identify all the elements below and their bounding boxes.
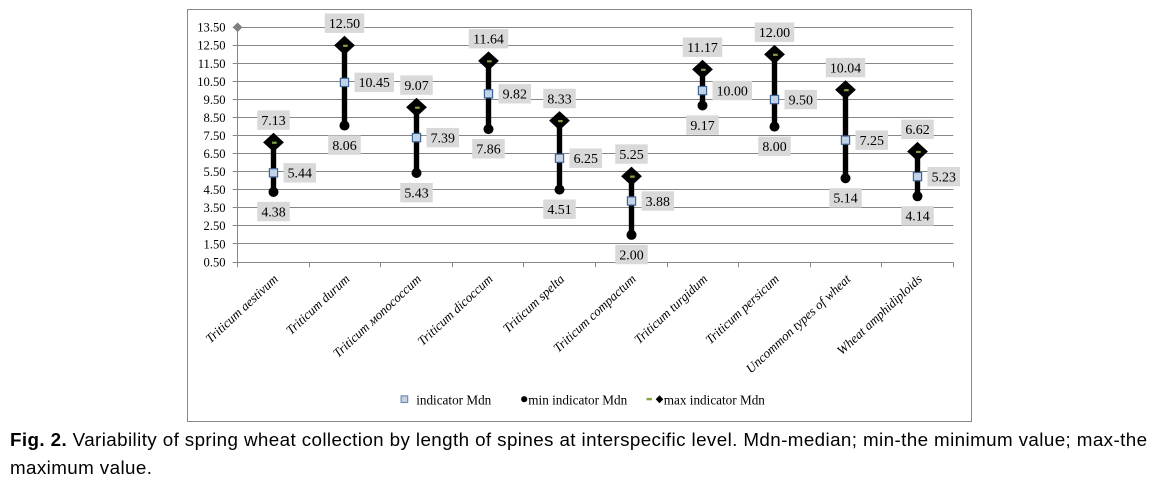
svg-text:4.14: 4.14 (905, 210, 929, 225)
svg-text:6.25: 6.25 (574, 152, 598, 167)
svg-text:9.17: 9.17 (690, 119, 714, 134)
svg-text:5.43: 5.43 (404, 186, 428, 201)
svg-text:7.25: 7.25 (860, 134, 884, 149)
svg-text:11.64: 11.64 (473, 33, 504, 48)
svg-text:9.07: 9.07 (404, 79, 428, 94)
svg-text:4.38: 4.38 (261, 205, 285, 220)
svg-text:2.50: 2.50 (204, 219, 226, 233)
svg-text:9.50: 9.50 (789, 93, 813, 108)
svg-text:indicator Mdn: indicator Mdn (416, 392, 491, 407)
svg-text:9.50: 9.50 (204, 93, 226, 107)
svg-text:5.50: 5.50 (204, 165, 226, 179)
svg-text:12.00: 12.00 (759, 26, 790, 41)
svg-text:3.50: 3.50 (204, 201, 226, 215)
svg-text:5.14: 5.14 (833, 192, 857, 207)
svg-text:5.25: 5.25 (619, 148, 643, 163)
svg-text:0.50: 0.50 (204, 255, 226, 269)
svg-text:10.04: 10.04 (830, 61, 861, 76)
svg-text:4.50: 4.50 (204, 183, 226, 197)
svg-text:13.50: 13.50 (197, 21, 225, 35)
svg-text:5.23: 5.23 (932, 170, 956, 185)
svg-text:2.00: 2.00 (619, 248, 643, 263)
svg-text:10.50: 10.50 (197, 75, 225, 89)
svg-text:6.62: 6.62 (905, 123, 929, 138)
svg-text:12.50: 12.50 (197, 39, 225, 53)
svg-text:8.06: 8.06 (332, 139, 356, 154)
svg-text:8.50: 8.50 (204, 111, 226, 125)
svg-text:11.17: 11.17 (687, 41, 718, 56)
svg-text:8.00: 8.00 (762, 140, 786, 155)
svg-text:7.39: 7.39 (431, 131, 455, 146)
svg-text:1.50: 1.50 (204, 237, 226, 251)
svg-text:4.51: 4.51 (547, 203, 571, 218)
svg-text:11.50: 11.50 (198, 57, 226, 71)
svg-text:min indicator Mdn: min indicator Mdn (528, 392, 627, 407)
svg-text:6.50: 6.50 (204, 147, 226, 161)
svg-text:10.45: 10.45 (359, 76, 390, 91)
svg-text:9.82: 9.82 (503, 88, 527, 103)
svg-text:max indicator Mdn: max indicator Mdn (664, 392, 765, 407)
svg-text:8.33: 8.33 (547, 92, 571, 107)
svg-text:12.50: 12.50 (329, 17, 360, 32)
svg-text:7.86: 7.86 (476, 143, 500, 158)
svg-text:7.50: 7.50 (204, 129, 226, 143)
svg-text:10.00: 10.00 (717, 84, 748, 99)
svg-text:7.13: 7.13 (261, 114, 285, 129)
svg-text:5.44: 5.44 (288, 167, 312, 182)
svg-text:3.88: 3.88 (646, 195, 670, 210)
